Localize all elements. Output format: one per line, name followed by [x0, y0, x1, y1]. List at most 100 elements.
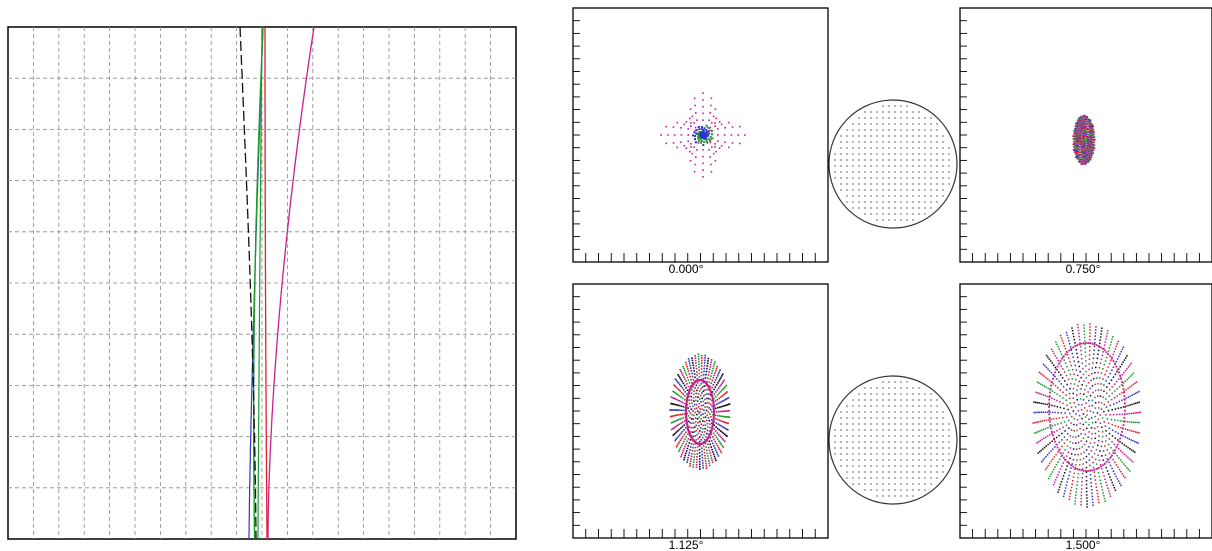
ray-spot	[1082, 160, 1085, 162]
pupil-sample	[852, 399, 854, 401]
ray-spot	[1105, 440, 1107, 442]
ray-spot	[1075, 140, 1077, 143]
ray-spot	[1094, 475, 1096, 477]
ray-spot	[695, 407, 698, 410]
ray-spot	[1106, 458, 1109, 460]
pupil-sample	[894, 393, 896, 395]
ray-spot	[1099, 346, 1102, 349]
ray-spot	[1079, 130, 1082, 132]
pupil-sample	[894, 135, 896, 137]
ray-spot	[691, 115, 694, 118]
ray-spot	[1110, 418, 1113, 421]
ray-spot	[1100, 389, 1102, 391]
ray-spot	[1064, 430, 1066, 432]
ray-spot	[1105, 338, 1107, 340]
ray-spot	[1056, 357, 1058, 359]
pupil-sample	[936, 195, 938, 197]
ray-spot	[725, 428, 728, 430]
ray-spot	[1045, 455, 1047, 458]
ray-spot	[1039, 420, 1042, 423]
ray-spot	[685, 436, 687, 438]
ray-spot	[722, 388, 724, 390]
ray-spot	[1075, 349, 1077, 351]
ray-spot	[698, 376, 701, 378]
ray-spot	[689, 417, 691, 419]
pupil-sample	[888, 471, 890, 473]
pupil-sample	[894, 195, 896, 197]
ray-spot	[1081, 136, 1084, 139]
pupil-sample	[840, 453, 842, 455]
ray-spot	[715, 430, 717, 432]
ray-spot	[1105, 370, 1108, 372]
ray-spot	[688, 451, 691, 454]
ray-spot	[1108, 492, 1111, 495]
ray-spot	[711, 129, 714, 132]
ray-spot	[684, 391, 687, 393]
pupil-sample	[918, 135, 920, 137]
ray-spot	[694, 450, 696, 452]
pupil-sample	[924, 393, 926, 395]
ray-spot	[1073, 129, 1075, 132]
pupil-sample	[858, 441, 860, 443]
ray-spot	[1052, 418, 1055, 420]
ray-spot	[717, 134, 719, 136]
ray-spot	[1132, 430, 1135, 433]
ray-spot	[718, 419, 721, 422]
pupil-sample	[864, 177, 866, 179]
ray-spot	[1054, 384, 1057, 387]
pupil-sample	[876, 447, 878, 449]
ray-spot	[704, 354, 706, 357]
ray-spot	[1076, 468, 1079, 470]
pupil-sample	[918, 405, 920, 407]
ray-spot	[1039, 430, 1041, 432]
ray-spot	[1041, 429, 1043, 431]
ray-spot	[1118, 400, 1121, 403]
ray-spot	[1115, 360, 1117, 363]
ray-spot	[1077, 123, 1079, 126]
ray-spot	[1104, 454, 1107, 456]
ray-spot	[1088, 418, 1090, 420]
ray-spot	[696, 413, 698, 416]
ray-spot	[686, 412, 688, 415]
ray-spot	[1096, 395, 1099, 397]
ray-spot	[711, 422, 713, 425]
ray-spot	[1083, 380, 1085, 382]
ray-spot	[1082, 469, 1085, 472]
pupil-sample	[906, 471, 908, 473]
ray-spot	[1085, 466, 1088, 469]
ray-spot	[724, 427, 727, 430]
ray-spot	[675, 419, 678, 422]
ray-spot	[1078, 123, 1080, 125]
ray-spot	[1064, 487, 1067, 489]
ray-spot	[1072, 135, 1075, 137]
pupil-sample	[912, 159, 914, 161]
ray-spot	[1085, 365, 1087, 367]
ray-spot	[717, 406, 719, 409]
ray-spot	[705, 129, 708, 131]
ray-spot	[1082, 135, 1085, 138]
pupil-sample	[894, 483, 896, 485]
pupil-sample	[894, 207, 896, 209]
ray-spot	[699, 420, 701, 423]
pupil-sample	[912, 471, 914, 473]
pupil-sample	[876, 399, 878, 401]
ray-spot	[692, 393, 695, 396]
ray-spot	[1099, 414, 1102, 416]
ray-spot	[1099, 342, 1101, 345]
ray-spot	[1073, 373, 1075, 376]
ray-spot	[1134, 382, 1136, 384]
ray-spot	[1096, 492, 1099, 495]
ray-spot	[1089, 129, 1092, 132]
pupil-sample	[840, 447, 842, 449]
ray-spot	[1068, 343, 1071, 345]
pupil-sample	[852, 165, 854, 167]
ray-spot	[703, 438, 706, 441]
pupil-sample	[942, 429, 944, 431]
spot-panel-frame	[572, 283, 829, 539]
pupil-sample	[888, 489, 890, 491]
ray-spot	[1037, 392, 1039, 394]
pupil-sample	[870, 411, 872, 413]
pupil-sample	[888, 441, 890, 443]
ray-spot	[691, 375, 694, 378]
pupil-sample	[900, 459, 902, 461]
